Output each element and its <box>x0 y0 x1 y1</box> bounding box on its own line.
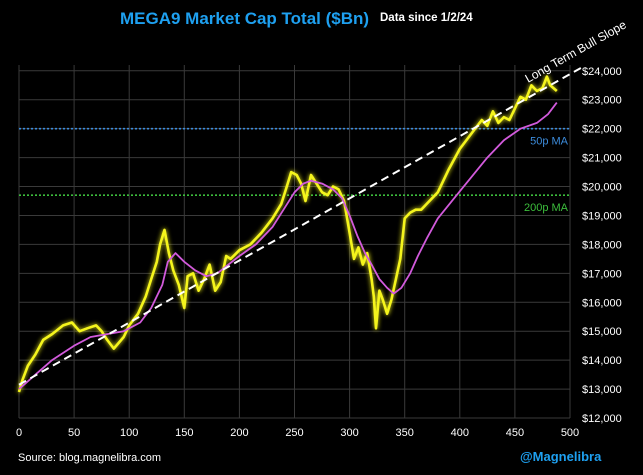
y-tick-label: $15,000 <box>582 326 622 338</box>
chart-title: MEGA9 Market Cap Total ($Bn) <box>120 9 370 28</box>
y-axis-ticks: $12,000 $13,000 $14,000 $15,000 $16,000 $17,0… <box>582 66 622 425</box>
y-tick-label: $23,000 <box>582 95 622 107</box>
y-tick-label: $22,000 <box>582 124 622 136</box>
y-tick-label: $18,000 <box>582 239 622 251</box>
author-handle[interactable]: @Magnelibra <box>520 449 602 464</box>
x-tick-label: 150 <box>175 427 193 439</box>
y-tick-label: $14,000 <box>582 355 622 367</box>
x-tick-label: 50 <box>68 427 80 439</box>
y-tick-label: $16,000 <box>582 297 622 309</box>
moving-average-line <box>18 102 558 390</box>
source-credit: Source: blog.magnelibra.com <box>18 452 162 464</box>
x-tick-label: 400 <box>451 427 469 439</box>
chart-series <box>17 67 582 393</box>
ref-line-200p-label: 200p MA <box>524 202 569 214</box>
ref-line-50p-label: 50p MA <box>530 136 569 148</box>
market-cap-line <box>17 75 558 393</box>
x-axis-ticks: 0 50 100 150 200 250 300 350 400 450 500 <box>16 427 579 439</box>
y-tick-label: $24,000 <box>582 66 622 78</box>
y-tick-label: $13,000 <box>582 384 622 396</box>
y-tick-label: $17,000 <box>582 268 622 280</box>
chart-grid <box>18 65 571 419</box>
x-tick-label: 100 <box>120 427 138 439</box>
chart-subtitle: Data since 1/2/24 <box>380 12 473 24</box>
x-tick-label: 350 <box>396 427 414 439</box>
y-tick-label: $21,000 <box>582 153 622 165</box>
y-tick-label: $20,000 <box>582 182 622 194</box>
y-tick-label: $19,000 <box>582 210 622 222</box>
x-tick-label: 200 <box>230 427 248 439</box>
bull-slope-trendline <box>18 67 582 386</box>
x-tick-label: 300 <box>340 427 358 439</box>
y-tick-label: $12,000 <box>582 413 622 425</box>
x-tick-label: 450 <box>506 427 524 439</box>
x-tick-label: 500 <box>561 427 579 439</box>
x-tick-label: 0 <box>16 427 22 439</box>
x-tick-label: 250 <box>285 427 303 439</box>
